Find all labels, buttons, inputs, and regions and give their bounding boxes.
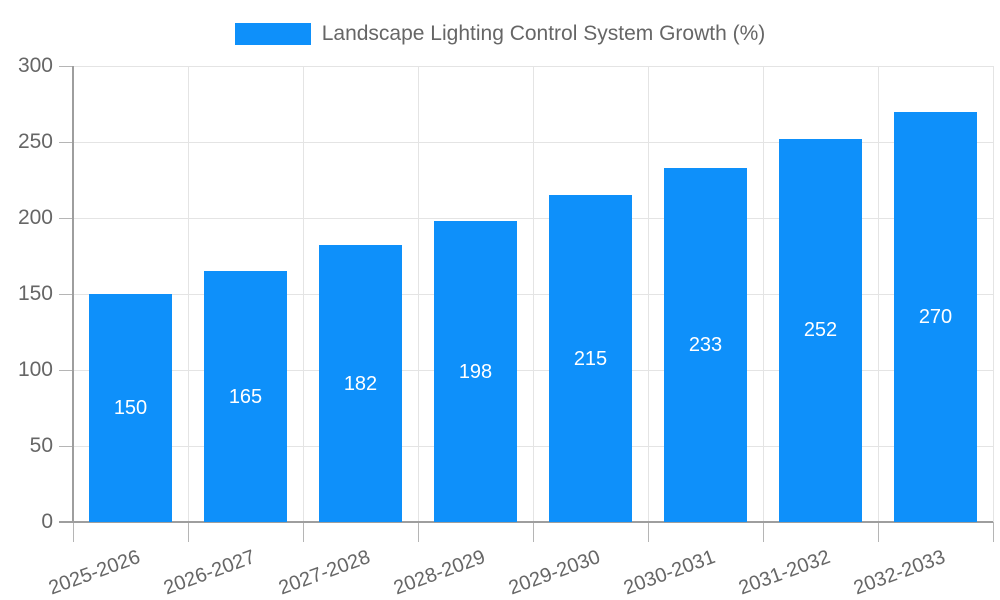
y-tick-label: 300 xyxy=(17,54,53,77)
x-tick-label: 2029-2030 xyxy=(505,546,604,600)
x-axis-tick xyxy=(877,522,879,542)
y-axis-tick xyxy=(59,141,73,143)
x-axis-tick xyxy=(532,522,534,542)
x-axis-tick xyxy=(302,522,304,542)
x-tick-label: 2031-2032 xyxy=(735,546,834,600)
bar-value-label: 233 xyxy=(688,333,723,356)
y-tick-label: 200 xyxy=(17,206,53,229)
bar-value-label: 215 xyxy=(573,347,608,370)
x-axis-tick xyxy=(187,522,189,542)
v-gridline xyxy=(187,66,189,522)
x-axis-tick xyxy=(762,522,764,542)
bar-value-label: 270 xyxy=(918,305,953,328)
v-gridline xyxy=(532,66,534,522)
bar[interactable] xyxy=(434,221,517,522)
y-tick-label: 150 xyxy=(17,282,53,305)
y-axis-tick xyxy=(59,369,73,371)
v-gridline xyxy=(877,66,879,522)
x-tick-label: 2032-2033 xyxy=(850,546,949,600)
bar[interactable] xyxy=(89,294,172,522)
v-gridline xyxy=(992,66,994,522)
x-tick-label: 2025-2026 xyxy=(45,546,144,600)
v-gridline xyxy=(647,66,649,522)
bar-value-label: 182 xyxy=(343,372,378,395)
legend-swatch xyxy=(234,23,311,45)
x-tick-label: 2027-2028 xyxy=(275,546,374,600)
y-axis-tick xyxy=(59,445,73,447)
v-gridline xyxy=(302,66,304,522)
bar[interactable] xyxy=(549,195,632,522)
x-tick-label: 2026-2027 xyxy=(160,546,259,600)
v-gridline xyxy=(762,66,764,522)
y-tick-label: 0 xyxy=(41,510,53,533)
x-tick-label: 2030-2031 xyxy=(620,546,719,600)
bar[interactable] xyxy=(319,245,402,522)
y-tick-label: 50 xyxy=(29,434,53,457)
x-tick-label: 2028-2029 xyxy=(390,546,489,600)
x-axis-tick xyxy=(72,522,74,542)
x-axis-tick xyxy=(647,522,649,542)
legend-item[interactable]: Landscape Lighting Control System Growth… xyxy=(0,20,1000,48)
x-axis-tick xyxy=(417,522,419,542)
v-gridline xyxy=(417,66,419,522)
x-axis-tick xyxy=(992,522,994,542)
legend-label: Landscape Lighting Control System Growth… xyxy=(321,22,766,45)
bar[interactable] xyxy=(664,167,747,522)
bar[interactable] xyxy=(894,111,977,522)
bar-value-label: 165 xyxy=(228,385,263,408)
bar[interactable] xyxy=(204,271,287,522)
y-axis-tick xyxy=(59,293,73,295)
y-axis-tick xyxy=(59,217,73,219)
y-tick-label: 250 xyxy=(17,130,53,153)
y-axis-tick xyxy=(59,65,73,67)
bar-value-label: 198 xyxy=(458,360,493,383)
y-axis-line xyxy=(72,66,74,522)
x-axis-line xyxy=(59,521,993,523)
y-tick-label: 100 xyxy=(17,358,53,381)
bar[interactable] xyxy=(779,138,862,522)
bar-value-label: 252 xyxy=(803,319,838,342)
bar-value-label: 150 xyxy=(113,397,148,419)
